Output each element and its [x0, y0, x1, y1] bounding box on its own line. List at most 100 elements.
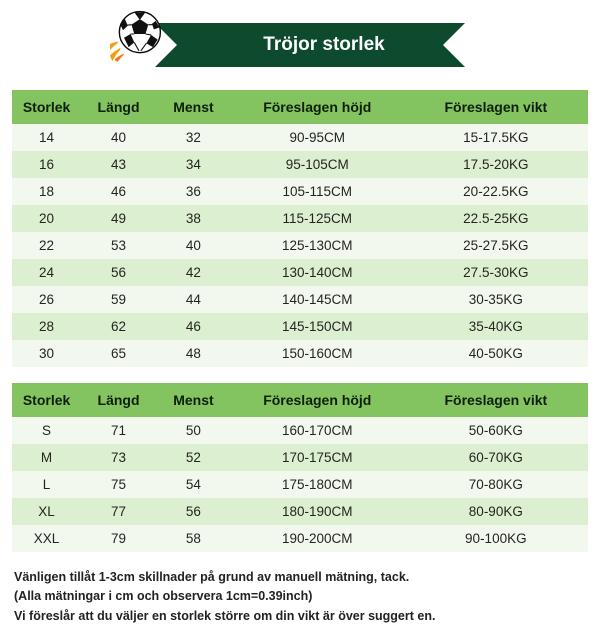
col-header: Menst	[156, 383, 231, 417]
table-cell: 130-140CM	[231, 259, 404, 286]
table-row: M7352170-175CM60-70KG	[12, 444, 588, 471]
table-cell: 190-200CM	[231, 525, 404, 552]
table-row: 204938115-125CM22.5-25KG	[12, 205, 588, 232]
table-cell: 50	[156, 417, 231, 444]
table-cell: 24	[12, 259, 81, 286]
table-row: XXL7958190-200CM90-100KG	[12, 525, 588, 552]
col-header: Storlek	[12, 90, 81, 124]
table-cell: 56	[156, 498, 231, 525]
col-header: Föreslagen höjd	[231, 90, 404, 124]
footnote: Vänligen tillåt 1-3cm skillnader på grun…	[12, 568, 588, 626]
table-row: XL7756180-190CM80-90KG	[12, 498, 588, 525]
table-cell: 27.5-30KG	[404, 259, 588, 286]
table-cell: 42	[156, 259, 231, 286]
table-cell: 43	[81, 151, 156, 178]
footnote-line: (Alla mätningar i cm och observera 1cm=0…	[14, 587, 588, 606]
table-cell: 46	[156, 313, 231, 340]
table-cell: 17.5-20KG	[404, 151, 588, 178]
col-header: Storlek	[12, 383, 81, 417]
table-cell: 49	[81, 205, 156, 232]
table-cell: 180-190CM	[231, 498, 404, 525]
table-cell: 105-115CM	[231, 178, 404, 205]
table-cell: 36	[156, 178, 231, 205]
table-cell: 80-90KG	[404, 498, 588, 525]
table-cell: 150-160CM	[231, 340, 404, 367]
title-banner: Tröjor storlek	[155, 23, 465, 67]
table-cell: 34	[156, 151, 231, 178]
table-cell: 71	[81, 417, 156, 444]
table-row: 265944140-145CM30-35KG	[12, 286, 588, 313]
table-cell: 35-40KG	[404, 313, 588, 340]
table-cell: 40	[81, 124, 156, 151]
table-cell: 20-22.5KG	[404, 178, 588, 205]
table-row: 245642130-140CM27.5-30KG	[12, 259, 588, 286]
table-cell: 70-80KG	[404, 471, 588, 498]
table-cell: 58	[156, 525, 231, 552]
table-cell: 38	[156, 205, 231, 232]
table-row: S7150160-170CM50-60KG	[12, 417, 588, 444]
table-row: 286246145-150CM35-40KG	[12, 313, 588, 340]
size-table-adults: Storlek Längd Menst Föreslagen höjd Före…	[12, 383, 588, 552]
table-cell: 145-150CM	[231, 313, 404, 340]
table-cell: 15-17.5KG	[404, 124, 588, 151]
table-cell: 73	[81, 444, 156, 471]
table-cell: 32	[156, 124, 231, 151]
size-table-kids: Storlek Längd Menst Föreslagen höjd Före…	[12, 90, 588, 367]
col-header: Föreslagen vikt	[404, 383, 588, 417]
table-cell: 28	[12, 313, 81, 340]
table-cell: 18	[12, 178, 81, 205]
table-cell: 26	[12, 286, 81, 313]
table-cell: 20	[12, 205, 81, 232]
table-cell: 44	[156, 286, 231, 313]
soccer-ball-icon	[110, 6, 166, 62]
table-cell: 56	[81, 259, 156, 286]
table-cell: 90-100KG	[404, 525, 588, 552]
col-header: Föreslagen höjd	[231, 383, 404, 417]
table-cell: L	[12, 471, 81, 498]
footnote-line: Vänligen tillåt 1-3cm skillnader på grun…	[14, 568, 588, 587]
table-cell: 40-50KG	[404, 340, 588, 367]
header: Tröjor storlek	[0, 0, 600, 90]
table-row: L7554175-180CM70-80KG	[12, 471, 588, 498]
table-cell: S	[12, 417, 81, 444]
table-cell: 40	[156, 232, 231, 259]
table-cell: 170-175CM	[231, 444, 404, 471]
table-cell: 95-105CM	[231, 151, 404, 178]
table-row: 306548150-160CM40-50KG	[12, 340, 588, 367]
table-cell: 53	[81, 232, 156, 259]
table-cell: 14	[12, 124, 81, 151]
table-cell: 30	[12, 340, 81, 367]
table-cell: 25-27.5KG	[404, 232, 588, 259]
table-cell: 16	[12, 151, 81, 178]
table-cell: 125-130CM	[231, 232, 404, 259]
col-header: Längd	[81, 90, 156, 124]
table-cell: 77	[81, 498, 156, 525]
table-cell: 90-95CM	[231, 124, 404, 151]
table-cell: 60-70KG	[404, 444, 588, 471]
table-cell: 160-170CM	[231, 417, 404, 444]
table-cell: 115-125CM	[231, 205, 404, 232]
table-row: 14403290-95CM15-17.5KG	[12, 124, 588, 151]
table-cell: 22	[12, 232, 81, 259]
table-cell: XXL	[12, 525, 81, 552]
table-cell: 52	[156, 444, 231, 471]
footnote-line: Vi föreslår att du väljer en storlek stö…	[14, 607, 588, 626]
table-cell: 54	[156, 471, 231, 498]
table-cell: 140-145CM	[231, 286, 404, 313]
table-cell: 22.5-25KG	[404, 205, 588, 232]
table-cell: 50-60KG	[404, 417, 588, 444]
table-cell: 79	[81, 525, 156, 552]
col-header: Föreslagen vikt	[404, 90, 588, 124]
table-cell: 59	[81, 286, 156, 313]
col-header: Längd	[81, 383, 156, 417]
table-cell: 62	[81, 313, 156, 340]
table-cell: 65	[81, 340, 156, 367]
table-cell: 48	[156, 340, 231, 367]
col-header: Menst	[156, 90, 231, 124]
table-cell: 30-35KG	[404, 286, 588, 313]
table-cell: M	[12, 444, 81, 471]
table-row: 184636105-115CM20-22.5KG	[12, 178, 588, 205]
page-title: Tröjor storlek	[155, 23, 465, 67]
table-row: 225340125-130CM25-27.5KG	[12, 232, 588, 259]
table-cell: 175-180CM	[231, 471, 404, 498]
